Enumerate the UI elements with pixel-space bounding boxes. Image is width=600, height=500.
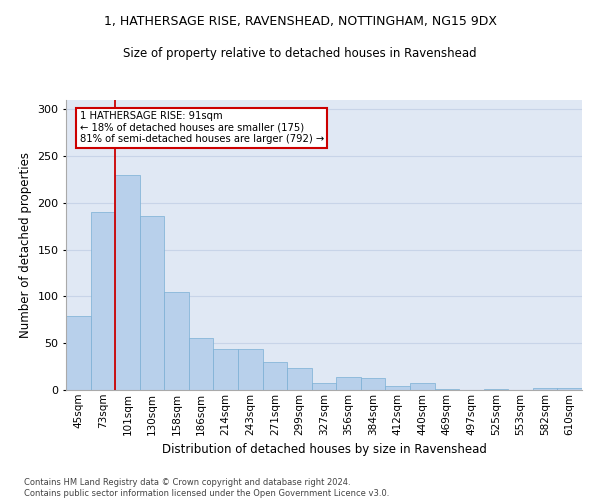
Bar [189, 338, 214, 390]
Bar [484, 389, 508, 390]
Bar [410, 384, 434, 390]
Text: Contains HM Land Registry data © Crown copyright and database right 2024.
Contai: Contains HM Land Registry data © Crown c… [24, 478, 389, 498]
X-axis label: Distribution of detached houses by size in Ravenshead: Distribution of detached houses by size … [161, 443, 487, 456]
Bar [91, 212, 115, 390]
Bar [164, 292, 189, 390]
Bar [361, 378, 385, 390]
Bar [336, 377, 361, 390]
Text: 1 HATHERSAGE RISE: 91sqm
← 18% of detached houses are smaller (175)
81% of semi-: 1 HATHERSAGE RISE: 91sqm ← 18% of detach… [80, 111, 324, 144]
Bar [287, 368, 312, 390]
Bar [434, 389, 459, 390]
Bar [115, 175, 140, 390]
Bar [66, 316, 91, 390]
Text: Size of property relative to detached houses in Ravenshead: Size of property relative to detached ho… [123, 48, 477, 60]
Y-axis label: Number of detached properties: Number of detached properties [19, 152, 32, 338]
Bar [385, 386, 410, 390]
Bar [533, 388, 557, 390]
Bar [312, 382, 336, 390]
Bar [263, 362, 287, 390]
Text: 1, HATHERSAGE RISE, RAVENSHEAD, NOTTINGHAM, NG15 9DX: 1, HATHERSAGE RISE, RAVENSHEAD, NOTTINGH… [104, 15, 497, 28]
Bar [214, 349, 238, 390]
Bar [557, 388, 582, 390]
Bar [140, 216, 164, 390]
Bar [238, 349, 263, 390]
